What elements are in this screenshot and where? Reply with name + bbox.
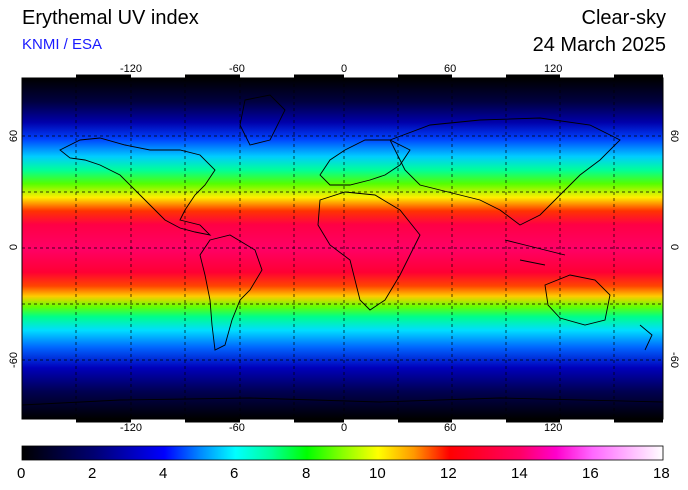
colorbar-label: 16 — [582, 465, 599, 482]
colorbar-label: 0 — [17, 465, 26, 482]
source-credit: KNMI / ESA — [22, 36, 103, 53]
colorbar-label: 2 — [88, 465, 97, 482]
lon-tick-bottom: 60 — [444, 422, 457, 434]
continent-outlines — [22, 94, 663, 406]
lon-tick-bottom: -60 — [229, 422, 245, 434]
colorbar-label: 12 — [440, 465, 457, 482]
lon-tick-top: -60 — [229, 63, 245, 75]
lon-tick-bottom: -120 — [120, 422, 143, 434]
colorbar-gradient — [21, 445, 664, 461]
colorbar-label: 14 — [511, 465, 528, 482]
lon-tick-top: 120 — [544, 63, 563, 75]
colorbar-label: 10 — [369, 465, 386, 482]
lon-tick-top: 60 — [444, 63, 457, 75]
map-title: Erythemal UV index — [22, 7, 199, 29]
lon-tick-top: 0 — [341, 63, 348, 75]
lon-tick-top: -120 — [120, 63, 143, 75]
sky-mode-label: Clear-sky — [581, 7, 666, 29]
map-date: 24 March 2025 — [532, 34, 666, 56]
colorbar-label: 18 — [653, 465, 670, 482]
frame-scale-bars — [76, 74, 663, 423]
colorbar-label: 8 — [302, 465, 311, 482]
colorbar-label: 6 — [230, 465, 239, 482]
colorbar-label: 4 — [159, 465, 168, 482]
lon-tick-bottom: 120 — [544, 422, 563, 434]
lon-tick-bottom: 0 — [341, 422, 348, 434]
map-frame — [21, 77, 664, 420]
uv-field — [22, 78, 663, 419]
graticule — [22, 78, 663, 419]
